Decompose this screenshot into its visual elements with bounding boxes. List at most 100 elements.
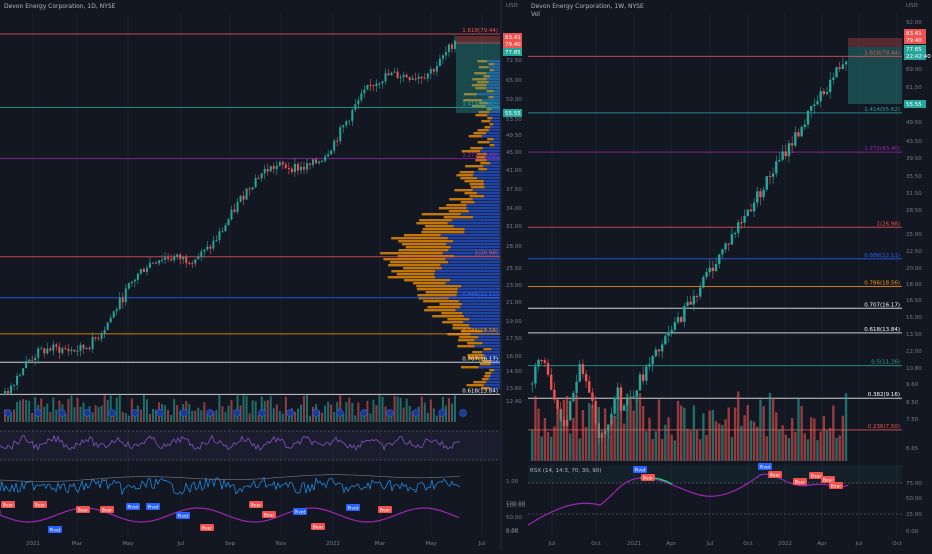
left-candle-body [299, 166, 302, 171]
left-volume-profile-bar [485, 105, 500, 108]
right-candle-body [819, 91, 822, 102]
right-volume-bar [752, 421, 756, 461]
left-candle-body [432, 69, 435, 72]
right-price-tag [904, 36, 926, 44]
right-y-tick-label: 61.50 [906, 85, 922, 91]
left-y-tick-label: 21.00 [506, 300, 522, 306]
right-volume-bar [648, 417, 651, 461]
left-dividend-marker [459, 409, 467, 417]
left-candle-body [173, 256, 176, 261]
right-candle-body [664, 335, 667, 345]
left-volume-profile-bar [482, 342, 500, 345]
left-price-tag [503, 109, 522, 117]
right-candle-body [632, 396, 635, 398]
left-volume-bar [242, 394, 245, 422]
left-dividend-marker [258, 409, 266, 417]
left-volume-bar [387, 414, 390, 422]
left-volume-bar [25, 399, 28, 422]
left-volume-profile-bar [448, 210, 469, 213]
right-candle-body [594, 400, 597, 424]
left-volume-profile-bar [487, 138, 494, 141]
right-volume-bar [733, 407, 737, 461]
left-volume-profile-bar [482, 147, 500, 150]
left-volume-profile-bar [488, 378, 500, 381]
right-candle-body [616, 387, 619, 398]
left-candle-body [306, 163, 308, 170]
left-candle-body [121, 297, 124, 303]
left-candle-body [4, 390, 6, 395]
left-candle-body [49, 348, 52, 351]
left-candle-body [16, 375, 19, 385]
right-fib-label: 1.618(79.44) [864, 50, 900, 56]
right-candle-body [790, 143, 794, 146]
left-candle-body [239, 195, 242, 202]
right-volume-bar [740, 425, 743, 461]
left-volume-profile-bar [425, 291, 458, 294]
left-candle-body [324, 156, 327, 161]
left-candle-body [393, 71, 396, 73]
left-candle-body [447, 44, 450, 53]
left-volume-bar [254, 401, 257, 422]
right-volume-bar [572, 418, 575, 461]
left-volume-profile-bar [489, 75, 500, 78]
right-pivot-badge [809, 472, 823, 479]
left-volume-profile-bar [449, 198, 473, 201]
right-candle-body [714, 264, 718, 272]
left-candle-body [209, 246, 212, 249]
left-volume-profile-bar [453, 240, 500, 243]
left-volume-profile-bar [467, 342, 483, 345]
left-candle-body [345, 121, 348, 126]
left-volume-profile-bar [397, 255, 454, 258]
left-volume-profile-bar [478, 111, 490, 114]
right-pivot-label: Bear [831, 484, 842, 490]
left-dividend-marker [34, 409, 42, 417]
left-candle-body [100, 334, 103, 339]
left-volume-profile-bar [404, 279, 450, 282]
right-y-tick-label: 43.50 [906, 139, 922, 145]
left-volume-profile-bar [484, 354, 500, 357]
left-volume-profile-bar [424, 309, 456, 312]
left-volume-profile-bar [492, 117, 500, 120]
right-x-tick-label: Apr [817, 541, 827, 547]
left-oscillator-line [0, 507, 460, 523]
right-fib-label: 0.5(11.26) [871, 360, 900, 366]
left-volume-profile-bar [491, 108, 500, 111]
right-candle-body [689, 301, 692, 305]
left-volume-profile-bar [477, 177, 500, 180]
left-volume-profile-bar [458, 300, 500, 303]
left-volume-bar [170, 414, 173, 422]
left-volume-bar [272, 408, 275, 422]
right-y-tick-label: 0.00 [906, 529, 919, 535]
right-volume-bar [654, 431, 658, 461]
left-volume-profile-bar [486, 168, 500, 171]
left-volume-bar [396, 396, 399, 422]
left-volume-profile-bar [494, 144, 500, 147]
left-volume-bar [76, 397, 79, 422]
right-candle-body [705, 272, 708, 278]
left-volume-profile-bar [490, 162, 500, 165]
left-volume-bar [296, 408, 299, 422]
left-y-tick-label: 31.00 [506, 224, 522, 230]
right-candle-body [613, 397, 616, 414]
left-candle-body [272, 165, 275, 169]
right-volume-bar [708, 410, 711, 461]
left-candle-body [145, 267, 148, 272]
left-dividend-marker [360, 409, 368, 417]
left-volume-profile-bar [493, 123, 500, 126]
left-candle-body [133, 279, 136, 282]
left-volume-profile-bar [473, 132, 486, 135]
left-candle-body [221, 231, 224, 233]
right-volume-bar [597, 406, 600, 461]
left-volume-profile-bar [468, 135, 482, 138]
left-candle-body [176, 254, 179, 257]
right-candle-body [534, 366, 537, 384]
left-volume-bar [142, 395, 145, 422]
right-candle-body [806, 110, 810, 125]
left-volume-bar [318, 410, 321, 422]
right-rsx-line [527, 473, 849, 526]
left-candle-body [73, 349, 76, 352]
left-dividend-marker [180, 409, 188, 417]
left-volume-bar [366, 400, 369, 422]
